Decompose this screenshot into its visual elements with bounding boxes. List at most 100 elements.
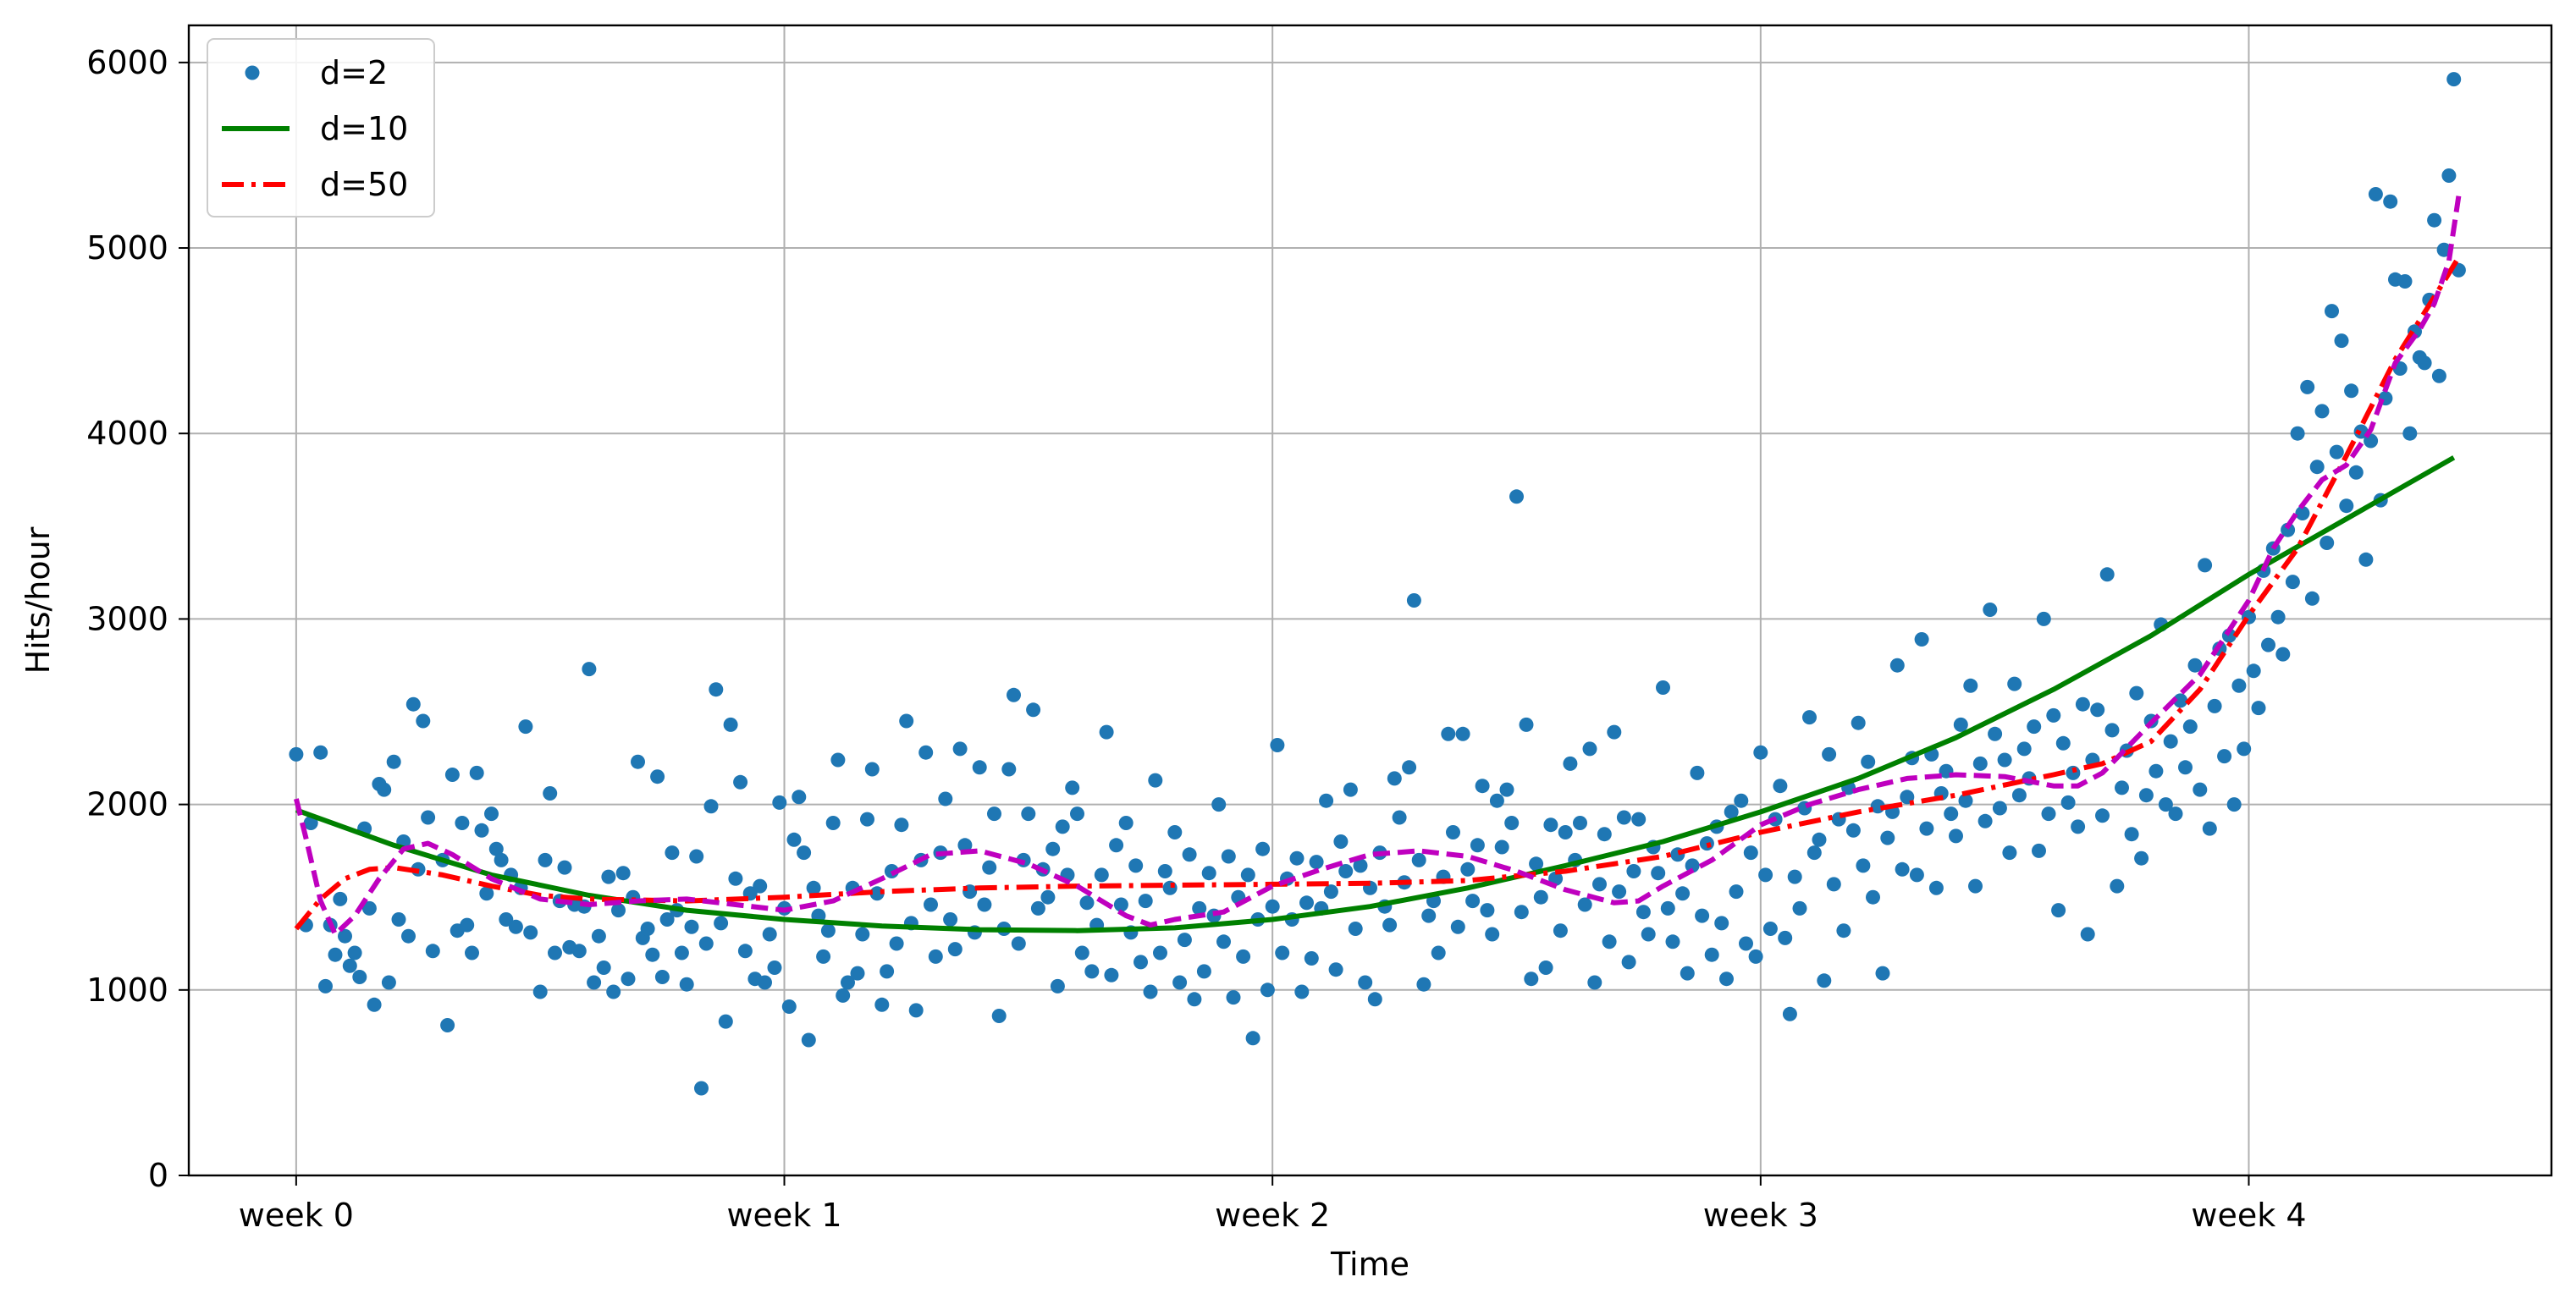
data-point	[1968, 878, 1983, 894]
data-point	[694, 1081, 709, 1096]
data-point	[1177, 933, 1192, 948]
data-point	[1172, 975, 1188, 990]
data-point	[1148, 773, 1163, 788]
data-point	[2325, 304, 2339, 319]
data-point	[1636, 905, 1651, 920]
data-point	[1616, 810, 1631, 825]
data-point	[2427, 212, 2442, 228]
data-point	[1187, 992, 1202, 1007]
data-point	[474, 823, 489, 838]
data-point	[1538, 960, 1553, 975]
data-point	[367, 997, 382, 1012]
data-point	[1333, 834, 1349, 849]
data-point	[1861, 754, 1876, 769]
data-point	[1162, 880, 1178, 895]
data-point	[2348, 465, 2364, 480]
data-point	[1983, 603, 1998, 617]
data-point	[1431, 945, 1446, 960]
data-point	[1485, 927, 1500, 942]
data-point	[1953, 717, 1968, 732]
data-point	[1245, 1031, 1260, 1046]
data-point	[333, 891, 348, 906]
data-point	[2051, 903, 2066, 918]
data-point	[2129, 685, 2144, 701]
data-point	[709, 682, 724, 697]
data-point	[1690, 765, 1705, 780]
axis-ticks: week 0 week 1 week 2 week 3 week 4 0 1000 2000 3…	[86, 44, 2306, 1234]
data-point	[1802, 710, 1817, 725]
data-point	[416, 713, 431, 729]
data-point	[2304, 591, 2320, 606]
data-point	[601, 869, 616, 884]
data-point	[1358, 975, 1373, 990]
data-point	[342, 958, 357, 973]
data-point	[1587, 975, 1602, 990]
data-point	[1680, 966, 1695, 981]
data-point	[1353, 858, 1368, 873]
data-point	[1309, 855, 1324, 870]
data-point	[1509, 489, 1524, 504]
data-point	[2309, 460, 2325, 475]
data-point	[816, 949, 831, 964]
data-point	[2246, 663, 2261, 679]
data-point	[1001, 762, 1017, 777]
data-point	[1416, 977, 1431, 992]
data-point	[1074, 945, 1089, 960]
data-point	[806, 880, 821, 895]
data-point	[772, 795, 787, 810]
data-point	[1875, 966, 1890, 981]
data-point	[1651, 866, 1666, 881]
data-point	[2226, 797, 2242, 812]
data-point	[1529, 856, 1544, 872]
data-point	[2173, 693, 2188, 708]
data-point	[679, 977, 694, 992]
data-point	[2207, 698, 2222, 713]
data-point	[1597, 827, 1612, 842]
data-point	[2071, 819, 2086, 834]
data-point	[1460, 861, 1476, 877]
data-point	[1299, 895, 1314, 911]
data-point	[1641, 927, 1656, 942]
legend-label: d=50	[320, 166, 408, 203]
data-point	[1612, 884, 1627, 900]
data-point	[1792, 900, 1807, 916]
data-point	[860, 812, 874, 827]
data-point	[421, 810, 436, 825]
data-point	[1724, 804, 1739, 819]
data-point	[880, 964, 895, 979]
data-point	[1240, 867, 1255, 883]
data-point	[2099, 567, 2115, 582]
x-tick-label: week 4	[2191, 1197, 2306, 1234]
data-point	[1480, 903, 1495, 918]
data-point	[2149, 763, 2164, 779]
data-point	[2007, 676, 2022, 691]
data-point	[488, 841, 504, 856]
data-point	[1660, 900, 1675, 916]
x-tick-label: week 2	[1215, 1197, 1330, 1234]
data-point	[1167, 825, 1183, 839]
data-point	[1338, 864, 1354, 878]
data-point	[2397, 274, 2413, 289]
data-point	[894, 817, 909, 833]
data-point	[1880, 830, 1895, 845]
data-point	[938, 791, 953, 806]
data-point	[1109, 838, 1124, 853]
data-point	[889, 936, 904, 951]
grid-lines	[189, 25, 2551, 1176]
data-point	[767, 960, 782, 975]
data-point	[1972, 756, 1988, 771]
data-point	[1958, 793, 1973, 808]
data-point	[1773, 779, 1788, 794]
data-point	[2251, 701, 2266, 716]
data-point	[1411, 852, 1426, 867]
data-point	[557, 860, 572, 875]
data-point	[2036, 611, 2051, 626]
data-point	[714, 916, 729, 931]
data-point	[532, 984, 548, 999]
data-point	[465, 945, 479, 960]
data-point	[289, 746, 304, 762]
data-point	[733, 774, 748, 790]
data-point	[1118, 816, 1134, 830]
data-point	[1084, 964, 1100, 979]
